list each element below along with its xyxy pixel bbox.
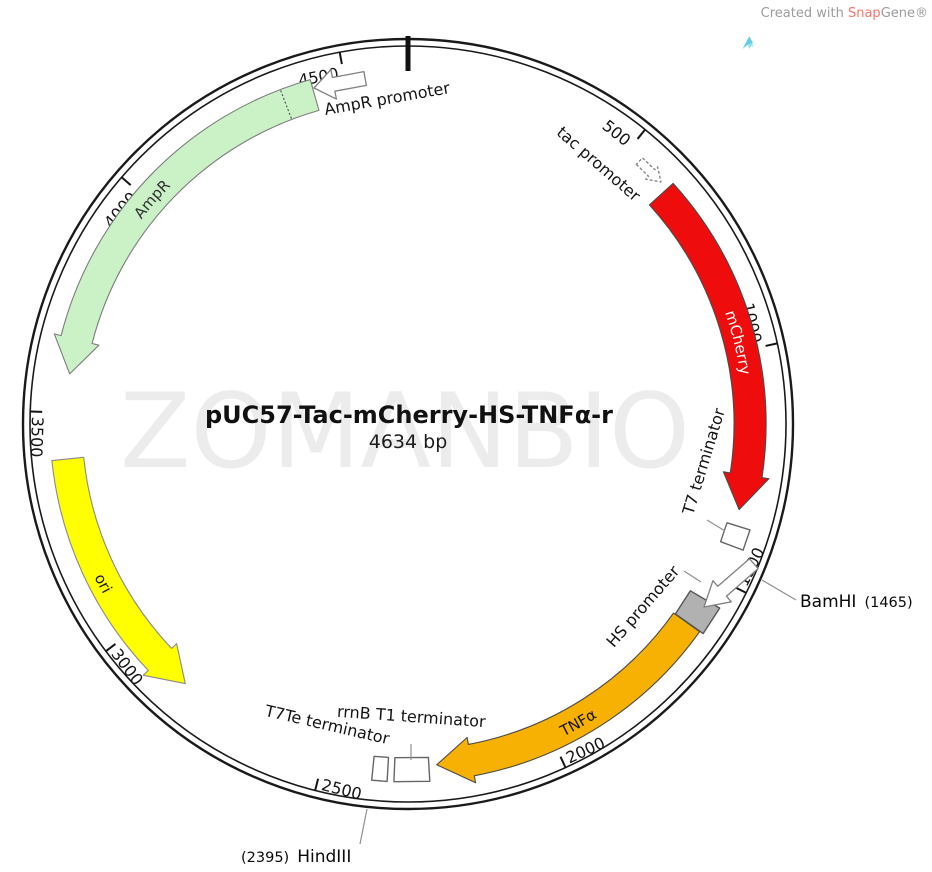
leader-line-hs-promoter (683, 570, 702, 583)
promoter-arrow-icon-tac-promoter (635, 157, 662, 183)
leader-line-bamhi (761, 579, 797, 601)
credit-line: Created with Snap Gene® (741, 5, 928, 49)
tick-1500 (735, 586, 747, 594)
tick-4500 (338, 52, 343, 65)
tick-label-500: 500 (599, 116, 635, 150)
promoter-arrow-icon-ampr-promoter (313, 68, 368, 100)
tick-label-3500: 3500 (27, 416, 47, 457)
snapgene-logo-icon (741, 5, 756, 49)
promoter-arrow-icon-hs-promoter (703, 558, 759, 608)
credit-brand-snap: Snap (847, 5, 881, 21)
plasmid-name: pUC57-Tac-mCherry-HS-TNFα-r (205, 401, 613, 429)
feature-t7-terminator (719, 522, 751, 551)
plasmid-size: 4634 bp (369, 431, 448, 453)
feature-rrnb-t1-terminator (393, 756, 431, 783)
feature-hs-promoter (674, 590, 721, 635)
feature-t7te-terminator (371, 755, 390, 783)
watermark: ZOMANBIO (120, 372, 690, 492)
feature-divider-ampr (280, 90, 292, 119)
feature-ampr (53, 79, 320, 375)
feature-mcherry (648, 182, 770, 511)
tick-2500 (314, 778, 320, 791)
feature-ori (51, 456, 186, 685)
tick-4000 (120, 176, 132, 186)
leader-line-hindiii (359, 808, 368, 845)
site-label-bamhi: BamHI (1465) (800, 592, 913, 612)
credit-text: Created with (760, 5, 848, 21)
tick-1000 (765, 342, 778, 347)
tick-3000 (105, 643, 117, 652)
tick-500 (636, 128, 646, 140)
tick-2000 (559, 756, 567, 769)
leader-line-t7-terminator (706, 519, 726, 532)
feature-tnf (436, 612, 701, 784)
credit-brand-gene: Gene® (880, 5, 928, 21)
site-label-hindiii: (2395) HindIII (241, 847, 351, 867)
